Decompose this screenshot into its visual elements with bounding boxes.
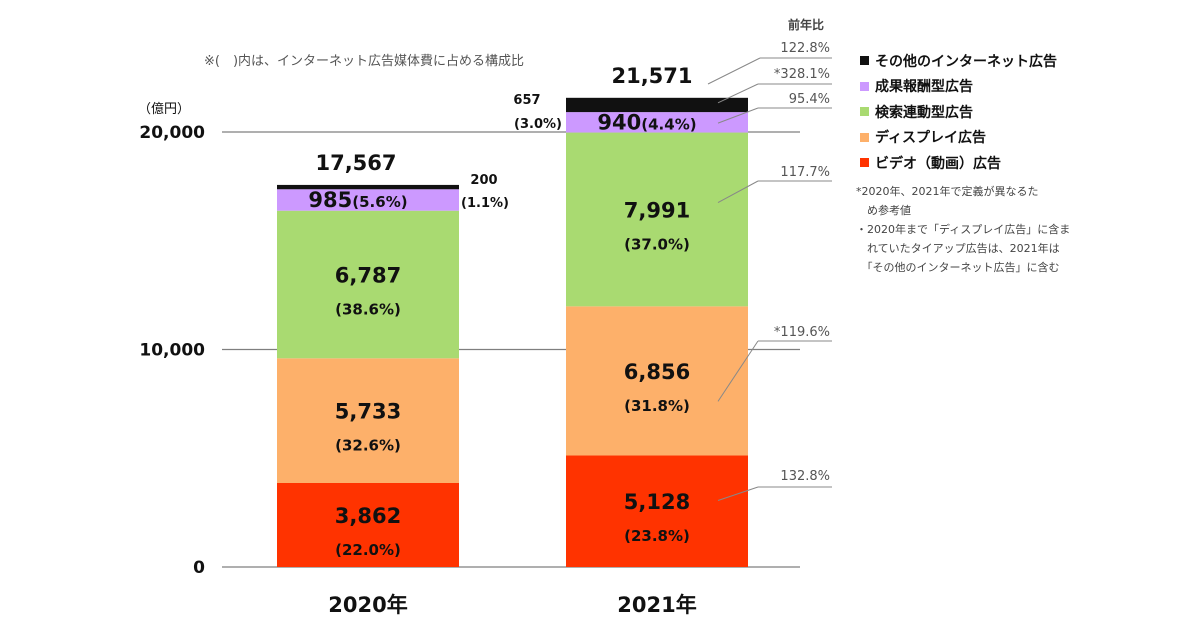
legend-label: 検索連動型広告 bbox=[875, 104, 973, 121]
segment-value-label: 940(4.4%) bbox=[597, 110, 696, 134]
yoy-label: *119.6% bbox=[774, 325, 830, 340]
bar-segment bbox=[566, 97, 748, 113]
chart-legend: その他のインターネット広告 成果報酬型広告 検索連動型広告 ディスプレイ広告 ビデオ（動… bbox=[860, 48, 1057, 176]
segment-value-label: 657 bbox=[513, 93, 540, 108]
yoy-leader-line bbox=[717, 180, 759, 203]
segment-share-label: (1.1%) bbox=[461, 196, 509, 211]
yoy-label: 122.8% bbox=[780, 41, 830, 56]
legend-item: ビデオ（動画）広告 bbox=[860, 150, 1057, 176]
segment-value-label: 5,733 bbox=[335, 400, 401, 424]
segment-value-label: 7,991 bbox=[624, 198, 690, 222]
bar-segment bbox=[566, 455, 748, 567]
unit-label: （億円） bbox=[138, 102, 191, 117]
legend-swatch bbox=[860, 158, 869, 168]
chart-notes: *2020年、2021年で定義が異なるた め参考値・2020年まで「ディスプレイ… bbox=[856, 182, 1106, 277]
segment-share-label: (31.8%) bbox=[624, 397, 690, 415]
segment-value-label: 6,856 bbox=[624, 360, 690, 384]
bar-segment bbox=[277, 210, 459, 359]
legend-swatch bbox=[860, 107, 869, 117]
yoy-leader-line bbox=[717, 107, 759, 124]
yoy-label: 95.4% bbox=[789, 92, 830, 107]
legend-item: 成果報酬型広告 bbox=[860, 74, 1057, 100]
segment-share-label: (3.0%) bbox=[514, 117, 562, 132]
legend-swatch bbox=[860, 81, 869, 91]
yoy-header: 前年比 bbox=[788, 18, 825, 32]
legend-swatch bbox=[860, 132, 869, 142]
bar-segment bbox=[277, 483, 459, 567]
yoy-label: 132.8% bbox=[780, 469, 830, 484]
legend-label: ビデオ（動画）広告 bbox=[875, 155, 1001, 172]
segment-share-label: (32.6%) bbox=[335, 437, 401, 455]
segment-share-label: (37.0%) bbox=[624, 235, 690, 253]
yoy-label: *328.1% bbox=[774, 67, 830, 82]
legend-label: ディスプレイ広告 bbox=[875, 130, 987, 147]
segment-value-label: 200 bbox=[470, 173, 497, 188]
legend-item: ディスプレイ広告 bbox=[860, 125, 1057, 151]
bar-segment bbox=[277, 358, 459, 484]
bar-segment bbox=[566, 112, 748, 133]
x-tick-label: 2021年 bbox=[617, 593, 696, 617]
yoy-leader-line bbox=[717, 83, 759, 104]
segment-value-label: 985(5.6%) bbox=[308, 188, 407, 212]
yoy-leader-line bbox=[717, 486, 759, 501]
segment-share-label: (38.6%) bbox=[335, 301, 401, 319]
bar-segment bbox=[277, 184, 459, 190]
segment-share-label: (22.0%) bbox=[335, 541, 401, 559]
segment-value-label: 6,787 bbox=[335, 264, 401, 288]
yoy-label: 117.7% bbox=[780, 165, 830, 180]
bar-segment bbox=[566, 306, 748, 456]
total-label: 17,567 bbox=[315, 151, 396, 175]
legend-label: 成果報酬型広告 bbox=[875, 79, 973, 96]
total-label: 21,571 bbox=[611, 64, 692, 88]
yoy-leader-line bbox=[707, 57, 761, 85]
segment-share-label: (23.8%) bbox=[624, 527, 690, 545]
segment-value-label: 3,862 bbox=[335, 504, 401, 528]
x-tick-label: 2020年 bbox=[328, 593, 407, 617]
chart-note: ・2020年まで「ディスプレイ広告」に含ま れていたタイアップ広告は、2021年… bbox=[856, 223, 1071, 274]
legend-item: その他のインターネット広告 bbox=[860, 48, 1057, 74]
chart-note: *2020年、2021年で定義が異なるた め参考値 bbox=[856, 185, 1039, 217]
legend-label: その他のインターネット広告 bbox=[875, 53, 1057, 70]
legend-swatch bbox=[860, 56, 869, 66]
y-tick-label: 10,000 bbox=[139, 341, 205, 361]
legend-item: 検索連動型広告 bbox=[860, 99, 1057, 125]
yoy-leader-line bbox=[717, 340, 759, 402]
y-tick-label: 20,000 bbox=[139, 123, 205, 143]
composition-note: ※( )内は、インターネット広告媒体費に占める構成比 bbox=[204, 54, 525, 69]
bar-segment bbox=[566, 132, 748, 307]
bar-segment bbox=[277, 189, 459, 211]
y-tick-label: 0 bbox=[193, 558, 205, 578]
segment-value-label: 5,128 bbox=[624, 490, 690, 514]
